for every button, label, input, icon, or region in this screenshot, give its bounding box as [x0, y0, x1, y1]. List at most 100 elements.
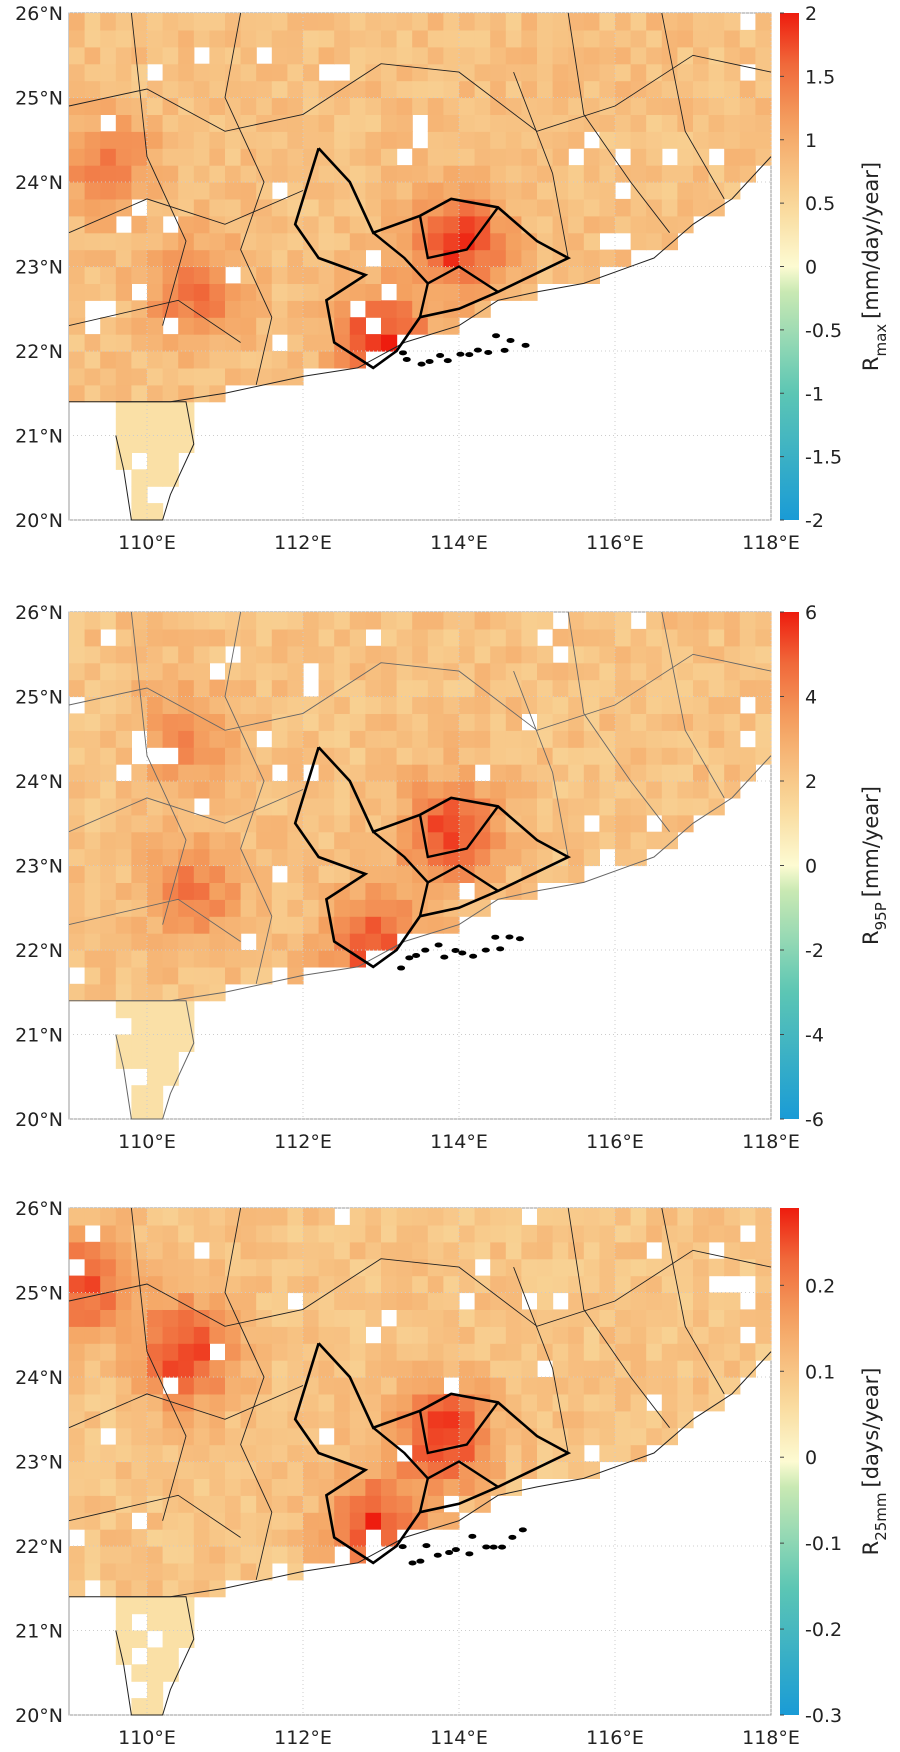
data-cell: [365, 1427, 382, 1446]
data-cell: [318, 165, 335, 183]
data-cell: [427, 13, 444, 31]
data-cell: [193, 831, 210, 850]
colorbar-title: Rmax[mm/day/year]: [859, 162, 890, 371]
data-cell: [365, 29, 382, 48]
data-cell: [661, 730, 678, 748]
data-cell: [147, 148, 164, 166]
data-cell: [661, 814, 678, 833]
data-cell: [630, 1326, 647, 1344]
data-cell: [240, 1275, 257, 1294]
data-cell: [162, 1630, 179, 1648]
data-cell: [193, 1546, 210, 1564]
data-cell: [490, 1360, 507, 1378]
data-cell: [459, 283, 476, 301]
data-cell: [318, 1360, 335, 1378]
data-cell: [537, 1292, 554, 1310]
data-cell: [537, 1258, 554, 1277]
data-cell: [162, 645, 179, 664]
data-cell: [131, 1562, 148, 1581]
data-cell: [693, 114, 710, 132]
data-cell: [365, 131, 382, 149]
data-cell: [303, 1275, 320, 1294]
data-cell: [349, 46, 366, 65]
data-cell: [100, 882, 117, 900]
data-cell: [349, 317, 366, 335]
data-cell: [193, 1224, 210, 1243]
data-cell: [256, 1546, 273, 1564]
data-cell: [490, 114, 507, 132]
data-cell: [256, 367, 273, 386]
data-cell: [365, 1275, 382, 1294]
data-cell: [365, 612, 382, 630]
data-cell: [193, 662, 210, 681]
data-cell: [193, 97, 210, 115]
data-cell: [240, 63, 257, 82]
data-cell: [521, 1241, 538, 1260]
data-cell: [100, 283, 117, 301]
data-cell: [365, 1444, 382, 1463]
data-cell: [147, 283, 164, 301]
data-cell: [537, 232, 554, 251]
data-cell: [365, 1241, 382, 1260]
data-cell: [381, 1444, 398, 1463]
data-cell: [178, 367, 195, 386]
data-cell: [552, 696, 569, 714]
data-cell: [256, 1224, 273, 1243]
data-cell: [178, 1393, 195, 1412]
data-cell: [396, 13, 413, 31]
data-cell: [303, 950, 320, 968]
data-cell: [599, 249, 616, 268]
data-cell: [209, 899, 226, 917]
data-cell: [443, 182, 460, 200]
data-cell: [583, 80, 600, 99]
data-cell: [115, 63, 132, 82]
coastline: [69, 755, 772, 1002]
data-cell: [583, 645, 600, 664]
lat-tick-label: 25°N: [15, 687, 63, 709]
data-cell: [100, 182, 117, 200]
data-cell: [84, 1292, 101, 1310]
data-cell: [693, 1241, 710, 1260]
data-cell: [115, 1579, 132, 1598]
data-cell: [225, 713, 242, 731]
data-cell: [69, 1512, 86, 1530]
data-cell: [100, 696, 117, 714]
data-cell: [459, 1478, 476, 1496]
data-cell: [583, 679, 600, 698]
data-cell: [147, 367, 164, 386]
data-cell: [459, 1444, 476, 1463]
data-cell: [755, 1292, 772, 1310]
data-cell: [334, 1292, 351, 1310]
data-cell: [412, 1275, 429, 1294]
data-cell: [303, 249, 320, 268]
data-cell: [599, 1309, 616, 1327]
data-cell: [147, 1596, 164, 1615]
data-cell: [162, 1292, 179, 1310]
data-cell: [240, 1410, 257, 1429]
data-cell: [615, 645, 632, 664]
data-cell: [287, 367, 304, 386]
data-cell: [459, 1208, 476, 1226]
data-cell: [693, 645, 710, 664]
data-cell: [537, 165, 554, 183]
data-cell: [661, 1410, 678, 1429]
data-cell: [84, 266, 101, 284]
data-cell: [474, 29, 491, 48]
data-cell: [349, 628, 366, 647]
data-cell: [256, 814, 273, 833]
data-cell: [225, 1410, 242, 1429]
data-cell: [131, 182, 148, 200]
data-cell: [474, 1427, 491, 1446]
data-cell: [505, 747, 522, 765]
admin-boundary: [513, 1266, 569, 1454]
data-cell: [178, 435, 195, 453]
data-cell: [318, 1258, 335, 1277]
data-cell: [505, 1224, 522, 1243]
data-cell: [115, 1309, 132, 1327]
data-cell: [459, 1326, 476, 1344]
colorbar-tick-label: -4: [805, 1025, 824, 1047]
data-cell: [552, 29, 569, 48]
data-cell: [599, 814, 616, 833]
data-cell: [178, 131, 195, 149]
data-cell: [115, 80, 132, 99]
